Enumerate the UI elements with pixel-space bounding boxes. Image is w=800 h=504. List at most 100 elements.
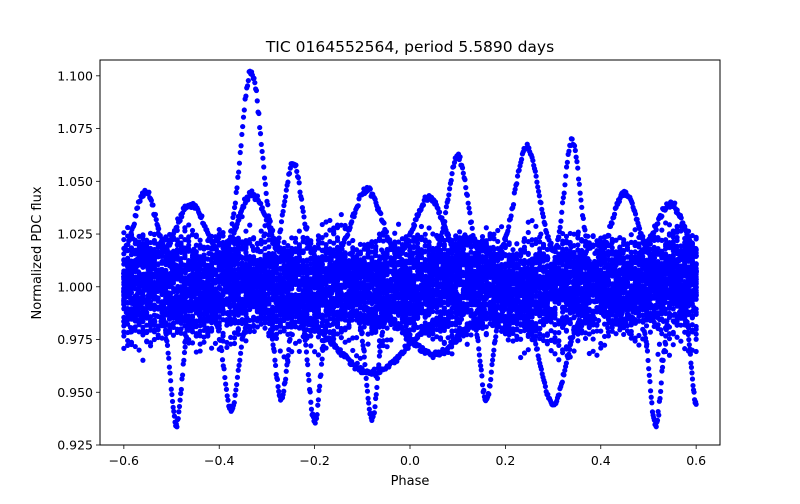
data-point <box>479 234 486 240</box>
data-point <box>636 342 642 348</box>
data-point <box>151 336 157 343</box>
data-point <box>235 312 241 318</box>
data-point <box>346 322 352 328</box>
data-point <box>243 228 249 234</box>
data-point <box>121 236 127 243</box>
data-point <box>296 228 302 234</box>
data-point <box>258 237 264 243</box>
data-point <box>693 326 699 332</box>
data-point <box>415 244 421 250</box>
data-point <box>144 328 150 334</box>
data-point <box>674 229 680 235</box>
data-point <box>666 352 673 358</box>
data-point <box>655 235 661 241</box>
data-point <box>235 331 241 337</box>
data-point <box>422 231 428 237</box>
data-point <box>415 232 421 238</box>
data-point <box>529 217 535 224</box>
data-point <box>231 335 238 341</box>
data-point <box>327 217 333 224</box>
data-point <box>212 340 219 346</box>
data-point <box>418 236 425 243</box>
data-point <box>338 222 344 228</box>
data-point <box>121 323 127 329</box>
data-point <box>197 328 203 334</box>
data-point <box>292 340 299 346</box>
data-point <box>693 348 699 355</box>
data-point <box>556 357 562 363</box>
data-point <box>560 350 566 356</box>
data-point <box>205 333 211 339</box>
data-point <box>254 240 260 246</box>
data-point <box>189 227 196 234</box>
data-point <box>560 315 566 321</box>
data-point <box>537 335 543 342</box>
data-point <box>659 227 665 233</box>
data-point <box>395 221 402 227</box>
data-point <box>132 343 138 350</box>
data-point <box>521 350 528 356</box>
data-point <box>533 223 539 229</box>
data-point <box>308 343 314 349</box>
data-point <box>136 347 142 353</box>
data-point <box>518 336 524 342</box>
data-point <box>392 230 398 236</box>
data-point <box>693 331 699 337</box>
data-point <box>426 225 432 231</box>
data-point <box>628 232 634 238</box>
data-point <box>369 306 375 313</box>
data-point <box>296 243 302 250</box>
data-point <box>384 337 390 343</box>
data-point <box>292 235 299 241</box>
data-point <box>331 240 337 246</box>
data-point <box>418 223 425 230</box>
data-point <box>342 252 348 258</box>
data-point <box>689 322 695 328</box>
data-point <box>525 347 531 353</box>
data-point <box>258 228 264 234</box>
data-point <box>434 326 440 333</box>
data-point <box>621 331 627 338</box>
data-point <box>285 243 291 249</box>
data-point <box>197 348 203 354</box>
data-point <box>678 338 684 344</box>
data-point <box>186 222 192 228</box>
chart-title: TIC 0164552564, period 5.5890 days <box>265 38 554 56</box>
data-point <box>628 335 634 341</box>
data-point <box>277 348 283 354</box>
data-point <box>651 323 657 330</box>
data-point <box>327 246 333 252</box>
data-point <box>552 315 558 321</box>
data-point <box>178 234 184 240</box>
data-point <box>331 332 337 338</box>
data-point <box>590 336 596 342</box>
data-point <box>613 331 619 337</box>
data-point <box>483 332 489 338</box>
data-point <box>617 235 623 241</box>
data-point <box>384 344 390 350</box>
data-point <box>209 326 215 332</box>
data-point <box>636 332 642 339</box>
data-point <box>350 237 356 244</box>
data-point <box>254 324 260 330</box>
data-point <box>308 333 314 339</box>
data-point <box>666 336 673 342</box>
data-point <box>540 241 547 247</box>
data-point <box>632 239 638 245</box>
data-point <box>689 329 695 335</box>
data-point <box>594 328 600 334</box>
data-point <box>296 338 302 344</box>
data-point <box>228 334 234 340</box>
data-point <box>621 325 627 331</box>
data-point <box>647 329 653 335</box>
data-point <box>323 232 329 238</box>
data-point <box>334 222 341 228</box>
data-point <box>418 272 425 278</box>
data-point <box>209 345 215 351</box>
data-point <box>338 211 344 218</box>
data-point <box>563 233 570 240</box>
data-point <box>224 339 230 346</box>
data-point <box>518 354 524 361</box>
data-point <box>670 329 676 335</box>
data-point <box>483 253 489 260</box>
